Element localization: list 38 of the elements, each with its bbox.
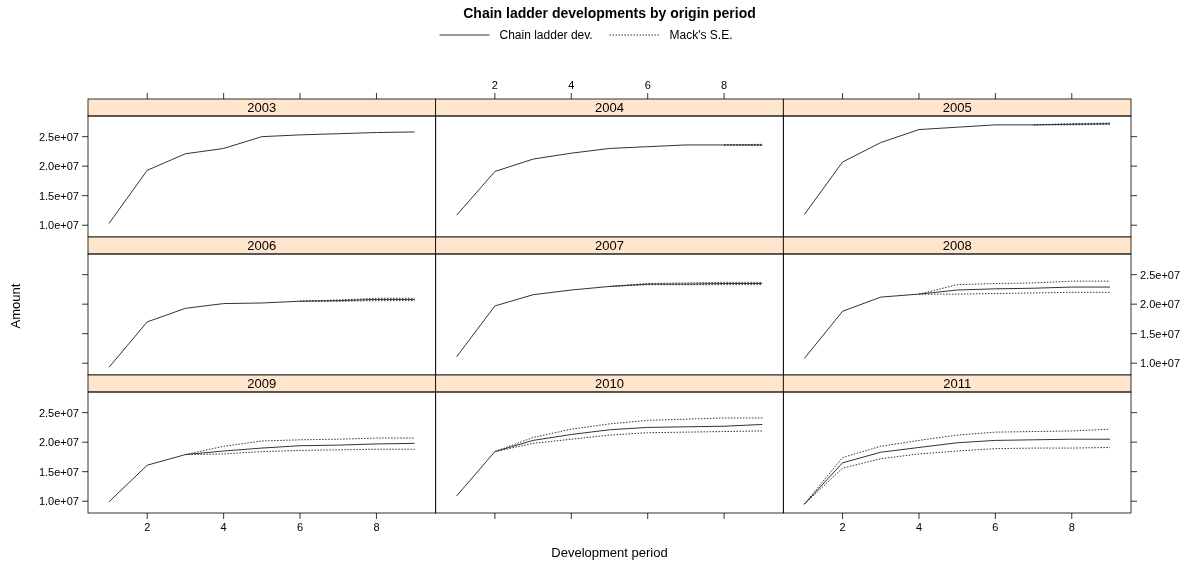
chart-title: 2008 [942,238,972,253]
text: Chain ladder developments by origin period [463,5,756,21]
x-tick-label: 8 [721,79,728,91]
x-axis-title: Development period [551,545,668,560]
x-tick-label: 4 [568,79,575,91]
x-tick-label: 8 [373,521,380,533]
x-tick-label: 4 [915,521,923,533]
x-tick-label: 6 [992,521,999,533]
y-tick-label: 1.0e+07 [1140,357,1181,370]
chart-title: 2011 [943,376,972,391]
x-tick-label: 2 [491,79,498,91]
y-tick-label: 1.5e+07 [38,189,79,202]
x-tick-label: 6 [644,79,651,91]
y-axis-title: Amount [8,283,23,329]
chart-title: 2009 [247,376,277,391]
y-tick-label: 2.5e+07 [38,130,79,143]
chart-title: 2005 [942,100,972,115]
chart-title: 2004 [595,100,624,115]
y-tick-label: 2.5e+07 [1140,268,1181,281]
chart-title: 2003 [247,100,277,115]
y-tick-label: 1.0e+07 [38,219,79,232]
y-tick-label: 1.0e+07 [38,495,79,508]
legend-label: Chain ladder dev. [499,28,593,42]
chart-title: 2006 [247,238,277,253]
x-tick-label: 2 [144,521,151,533]
x-tick-label: 8 [1068,521,1075,533]
y-tick-label: 2.0e+07 [38,436,79,449]
chart-title: 2010 [595,376,624,391]
y-tick-label: 2.0e+07 [1140,298,1181,311]
x-tick-label: 6 [296,521,304,533]
x-tick-label: 4 [220,521,227,533]
chart-title: 2007 [595,238,624,253]
y-tick-label: 1.5e+07 [38,465,79,478]
y-tick-label: 2.5e+07 [38,406,79,419]
y-tick-label: 1.5e+07 [1140,327,1181,340]
x-tick-label: 2 [839,521,846,533]
y-tick-label: 2.0e+07 [38,160,79,173]
legend-label: Mack's S.E. [669,28,733,42]
